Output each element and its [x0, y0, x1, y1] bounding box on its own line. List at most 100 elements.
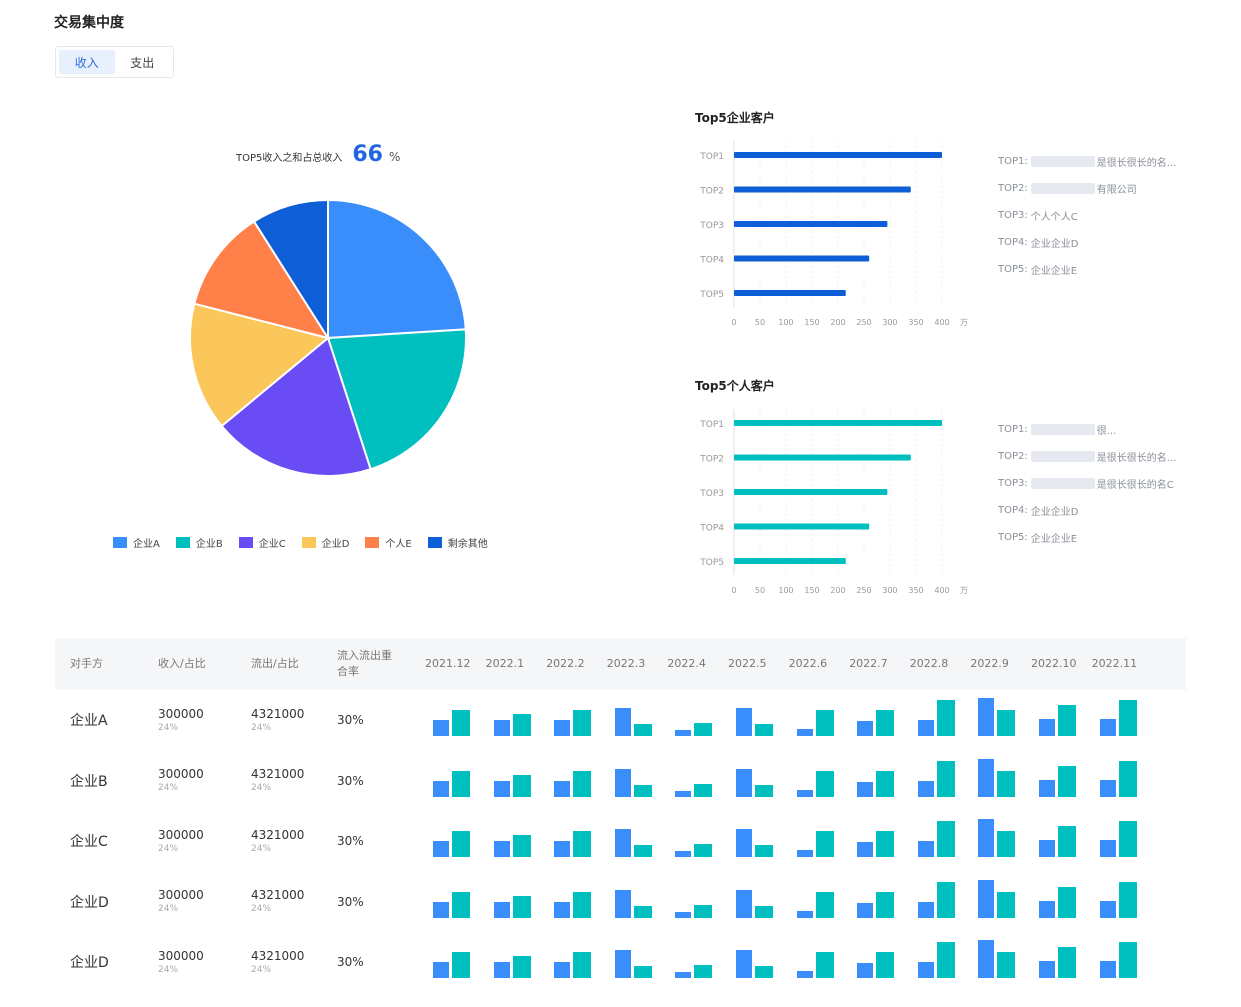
mini-bar-inflow[interactable] [493, 841, 510, 857]
individual-bar-2[interactable] [734, 454, 911, 461]
mini-bar-inflow[interactable] [433, 720, 449, 736]
enterprise-rank-item[interactable]: TOP5: 企业企业E [998, 256, 1198, 283]
legend-item-1[interactable]: 企业A [113, 535, 160, 550]
mini-bar-outflow[interactable] [573, 710, 592, 736]
mini-bar-inflow[interactable] [614, 829, 631, 857]
mini-bar-inflow[interactable] [614, 708, 631, 736]
mini-bar-inflow[interactable] [978, 879, 995, 918]
mini-bar-outflow[interactable] [1118, 821, 1137, 857]
mini-bar-inflow[interactable] [493, 901, 510, 918]
mini-bar-outflow[interactable] [1118, 942, 1137, 978]
mini-bar-outflow[interactable] [876, 891, 895, 918]
mini-bar-inflow[interactable] [736, 950, 752, 978]
mini-bar-inflow[interactable] [1099, 900, 1116, 918]
mini-bar-outflow[interactable] [815, 891, 834, 918]
mini-bar-inflow[interactable] [1099, 719, 1116, 736]
mini-bar-inflow[interactable] [614, 768, 631, 797]
mini-bar-outflow[interactable] [633, 966, 652, 978]
mini-bar-inflow[interactable] [1099, 961, 1116, 978]
mini-bar-outflow[interactable] [997, 710, 1016, 736]
mini-bar-inflow[interactable] [1099, 840, 1116, 857]
mini-bar-outflow[interactable] [633, 905, 652, 918]
mini-bar-inflow[interactable] [675, 790, 692, 797]
mini-bar-outflow[interactable] [452, 710, 470, 736]
individual-rank-item[interactable]: TOP3: 是很长很长的名C [998, 470, 1198, 497]
mini-bar-inflow[interactable] [857, 842, 874, 857]
mini-bar-outflow[interactable] [452, 770, 470, 797]
individual-rank-item[interactable]: TOP2: 是很长很长的名... [998, 443, 1198, 470]
mini-bar-outflow[interactable] [694, 844, 713, 857]
mini-bar-inflow[interactable] [554, 720, 571, 736]
table-row[interactable]: 企业C 300000 24% 4321000 24% 30% [55, 811, 1186, 872]
legend-item-3[interactable]: 企业C [238, 535, 286, 550]
mini-bar-outflow[interactable] [512, 774, 531, 797]
mini-bar-inflow[interactable] [736, 768, 752, 797]
table-row[interactable]: 企业B 300000 24% 4321000 24% 30% [55, 751, 1186, 812]
mini-bar-inflow[interactable] [736, 889, 752, 918]
mini-bar-inflow[interactable] [675, 972, 692, 978]
mini-bar-outflow[interactable] [936, 881, 955, 918]
mini-bar-inflow[interactable] [554, 841, 571, 857]
mini-bar-inflow[interactable] [857, 721, 874, 736]
mini-bar-outflow[interactable] [1118, 700, 1137, 736]
legend-item-4[interactable]: 企业D [301, 535, 349, 550]
mini-bar-outflow[interactable] [1058, 886, 1076, 918]
mini-bar-outflow[interactable] [452, 831, 470, 857]
mini-bar-outflow[interactable] [694, 723, 713, 736]
mini-bar-outflow[interactable] [997, 952, 1016, 978]
mini-bar-inflow[interactable] [796, 850, 813, 857]
mini-bar-outflow[interactable] [1118, 760, 1137, 797]
mini-bar-outflow[interactable] [755, 724, 773, 736]
mini-bar-inflow[interactable] [433, 780, 449, 797]
mini-bar-inflow[interactable] [796, 971, 813, 978]
mini-bar-outflow[interactable] [1058, 765, 1076, 797]
individual-bar-5[interactable] [734, 558, 846, 564]
table-row[interactable]: 企业A 300000 24% 4321000 24% 30% [55, 690, 1186, 751]
mini-bar-inflow[interactable] [554, 901, 571, 918]
individual-bar-1[interactable] [734, 420, 942, 426]
mini-bar-inflow[interactable] [433, 962, 449, 978]
mini-bar-inflow[interactable] [433, 901, 449, 918]
mini-bar-outflow[interactable] [452, 952, 470, 978]
mini-bar-inflow[interactable] [614, 889, 631, 918]
mini-bar-outflow[interactable] [997, 891, 1016, 918]
mini-bar-inflow[interactable] [493, 780, 510, 797]
mini-bar-inflow[interactable] [675, 851, 692, 857]
enterprise-bar-4[interactable] [734, 255, 870, 262]
mini-bar-inflow[interactable] [493, 720, 510, 736]
legend-item-6[interactable]: 剩余其他 [427, 535, 488, 550]
mini-bar-outflow[interactable] [512, 956, 531, 978]
mini-bar-outflow[interactable] [1058, 705, 1076, 736]
mini-bar-inflow[interactable] [857, 781, 874, 797]
mini-bar-outflow[interactable] [997, 831, 1016, 857]
mini-bar-outflow[interactable] [997, 770, 1016, 797]
mini-bar-outflow[interactable] [694, 965, 713, 978]
individual-bar-4[interactable] [734, 523, 870, 530]
pie-slice-3[interactable] [220, 336, 372, 477]
mini-bar-inflow[interactable] [614, 950, 631, 978]
mini-bar-outflow[interactable] [512, 895, 531, 918]
mini-bar-inflow[interactable] [675, 911, 692, 918]
mini-bar-inflow[interactable] [857, 963, 874, 978]
enterprise-rank-item[interactable]: TOP2: 有限公司 [998, 175, 1198, 202]
mini-bar-outflow[interactable] [633, 784, 652, 797]
enterprise-bar-3[interactable] [734, 221, 888, 227]
mini-bar-inflow[interactable] [857, 902, 874, 918]
pie-slice-2[interactable] [326, 328, 467, 471]
mini-bar-outflow[interactable] [755, 845, 773, 857]
individual-rank-item[interactable]: TOP5: 企业企业E [998, 524, 1198, 551]
mini-bar-inflow[interactable] [554, 962, 571, 978]
enterprise-bar-5[interactable] [734, 290, 846, 296]
mini-bar-outflow[interactable] [573, 770, 592, 797]
mini-bar-outflow[interactable] [633, 845, 652, 857]
legend-item-5[interactable]: 个人E [365, 535, 412, 550]
tab-income[interactable]: 收入 [59, 50, 115, 74]
mini-bar-outflow[interactable] [815, 710, 834, 736]
tab-expense[interactable]: 支出 [130, 55, 155, 70]
mini-bar-outflow[interactable] [573, 952, 592, 978]
mini-bar-inflow[interactable] [1039, 961, 1055, 978]
mini-bar-inflow[interactable] [736, 708, 752, 736]
mini-bar-outflow[interactable] [936, 821, 955, 857]
mini-bar-inflow[interactable] [917, 962, 934, 978]
mini-bar-outflow[interactable] [1058, 826, 1076, 857]
